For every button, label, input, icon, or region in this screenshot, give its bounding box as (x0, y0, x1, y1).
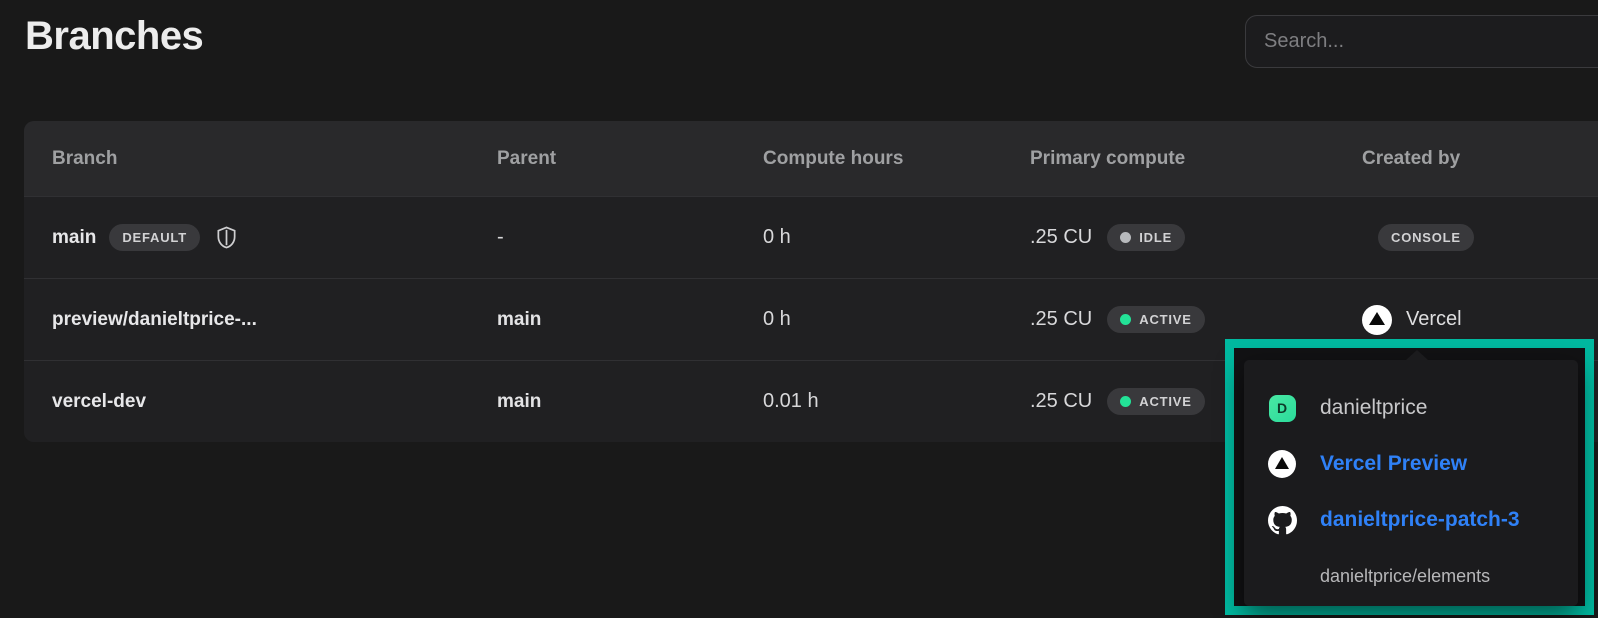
column-header-parent: Parent (497, 147, 557, 169)
branches-table: Branch Parent Compute hours Primary comp… (24, 121, 1598, 442)
vercel-preview-link[interactable]: Vercel Preview (1320, 452, 1468, 475)
parent-value: - (497, 226, 504, 248)
branch-name[interactable]: vercel-dev (52, 390, 147, 412)
avatar-danieltprice-icon: D (1268, 394, 1296, 422)
primary-compute-value: .25 CU (1030, 390, 1093, 412)
highlight-annotation-box: D danieltprice Vercel Preview danieltpri… (1225, 339, 1594, 615)
parent-value: main (497, 390, 542, 412)
column-header-primary-compute: Primary compute (1030, 147, 1186, 169)
created-by-console-badge: CONSOLE (1378, 224, 1474, 251)
column-header-compute-hours: Compute hours (763, 147, 904, 169)
branch-name[interactable]: preview/danieltprice-... (52, 308, 257, 330)
search-input[interactable] (1245, 15, 1598, 68)
status-badge: ACTIVE (1107, 388, 1205, 415)
popover-item-vercel-preview[interactable]: Vercel Preview (1244, 436, 1578, 492)
active-dot-icon (1120, 396, 1132, 407)
created-by-value: Vercel (1406, 308, 1462, 330)
default-badge: DEFAULT (109, 224, 200, 251)
vercel-icon (1268, 450, 1296, 478)
column-header-created-by: Created by (1362, 147, 1461, 169)
parent-value: main (497, 308, 542, 330)
branch-name[interactable]: main (52, 226, 97, 248)
idle-dot-icon (1120, 232, 1132, 243)
popover-repo-name: danieltprice/elements (1320, 565, 1491, 586)
column-header-branch: Branch (52, 147, 118, 169)
github-branch-link[interactable]: danieltprice-patch-3 (1320, 508, 1520, 531)
primary-compute-value: .25 CU (1030, 308, 1093, 330)
popover-caret (1406, 350, 1428, 360)
popover-item-danieltprice[interactable]: D danieltprice (1244, 380, 1578, 436)
compute-hours-value: 0 h (763, 226, 791, 248)
table-row-main[interactable]: main DEFAULT - 0 h .25 CU IDLE CONSOLE (24, 196, 1598, 278)
active-dot-icon (1120, 314, 1132, 325)
created-by-popover: D danieltprice Vercel Preview danieltpri… (1244, 350, 1578, 606)
page-title: Branches (25, 14, 204, 58)
status-badge: ACTIVE (1107, 306, 1205, 333)
popover-item-github-branch[interactable]: danieltprice-patch-3 (1244, 492, 1578, 548)
protected-shield-icon (215, 225, 238, 251)
status-badge: IDLE (1107, 224, 1186, 251)
github-icon (1267, 505, 1297, 535)
compute-hours-value: 0.01 h (763, 390, 819, 412)
primary-compute-value: .25 CU (1030, 226, 1093, 248)
vercel-icon (1362, 304, 1392, 335)
popover-user-label: danieltprice (1320, 396, 1428, 419)
compute-hours-value: 0 h (763, 308, 791, 330)
table-header-row: Branch Parent Compute hours Primary comp… (24, 121, 1598, 196)
